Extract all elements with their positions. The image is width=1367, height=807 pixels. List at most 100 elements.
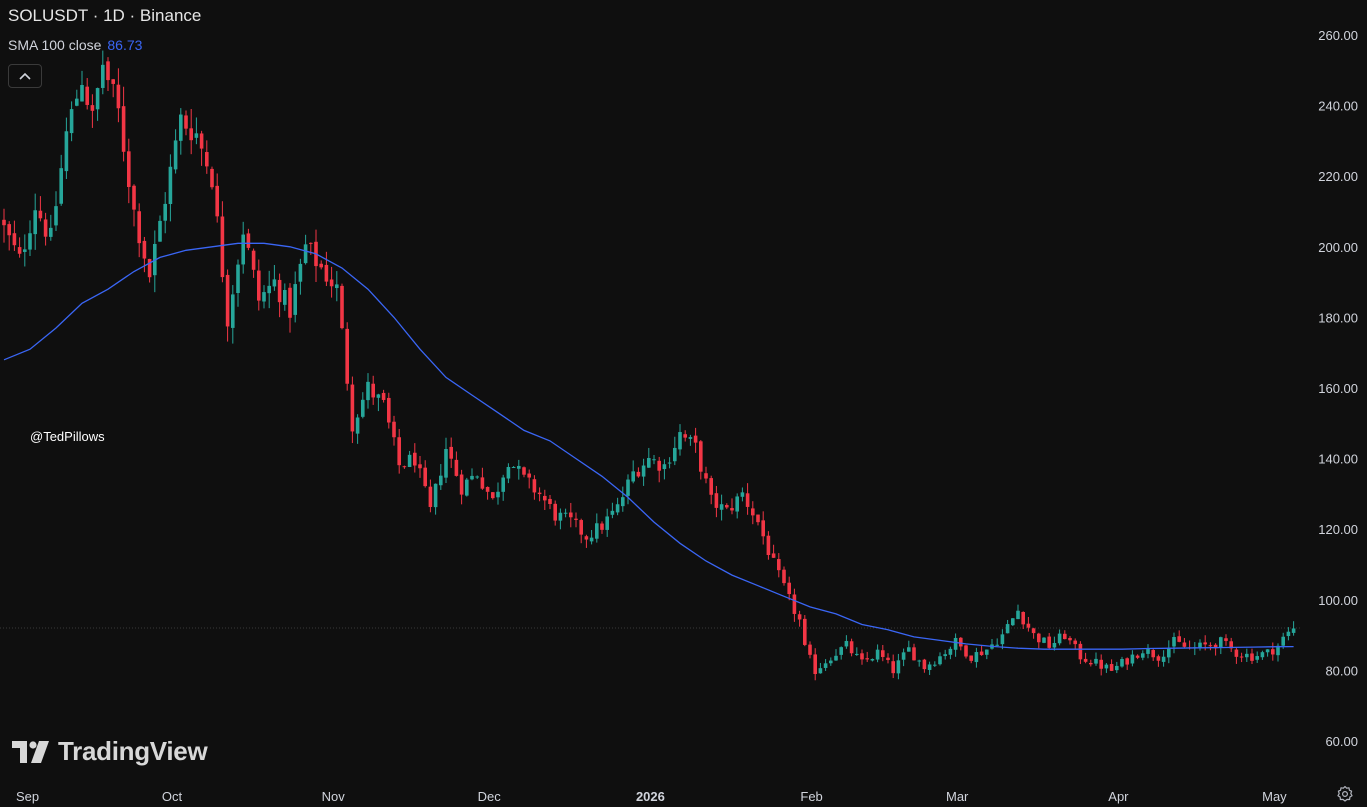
candle — [17, 237, 22, 258]
candle-body — [454, 459, 459, 476]
candle-body — [470, 475, 474, 480]
author-watermark: @TedPillows — [30, 429, 105, 444]
candle-body — [345, 328, 349, 384]
candle-body — [1073, 640, 1077, 645]
candle-body — [1000, 634, 1005, 645]
candles — [2, 50, 1296, 681]
candle-body — [54, 206, 58, 226]
candle-body — [376, 394, 381, 398]
candle-body — [735, 496, 739, 512]
candle-body — [761, 520, 765, 537]
candle-body — [251, 250, 256, 270]
y-axis-label: 60.00 — [1325, 734, 1358, 749]
candle-body — [886, 657, 890, 661]
candle — [647, 447, 651, 468]
candle-body — [444, 448, 448, 478]
candle — [1141, 650, 1145, 661]
candle-body — [1146, 648, 1150, 654]
candle-body — [1135, 655, 1140, 658]
candle — [319, 260, 323, 270]
candle — [272, 265, 277, 291]
candle-body — [428, 486, 433, 507]
candle — [1109, 659, 1114, 672]
candle — [631, 460, 635, 484]
candle-body — [719, 504, 724, 510]
candle — [964, 644, 968, 659]
candle — [121, 86, 126, 162]
candle — [818, 662, 823, 674]
candle — [12, 220, 17, 251]
candle-body — [709, 478, 713, 495]
candle-body — [532, 479, 537, 493]
candle — [979, 645, 984, 656]
candle — [1271, 642, 1275, 661]
candle-body — [756, 514, 760, 523]
candle — [667, 457, 672, 469]
candle — [418, 455, 422, 478]
candle-body — [803, 618, 807, 645]
candle — [303, 234, 308, 265]
candle-body — [1115, 665, 1119, 671]
candle-body — [1182, 642, 1187, 647]
candle-body — [901, 652, 906, 660]
tradingview-brand[interactable]: TradingView — [12, 736, 208, 767]
candle — [329, 266, 334, 298]
candle-body — [787, 582, 791, 595]
candle-body — [158, 220, 162, 242]
candle — [1255, 651, 1259, 663]
y-axis-label: 100.00 — [1318, 593, 1358, 608]
candle-body — [1026, 623, 1031, 628]
candle — [1000, 629, 1005, 650]
candle — [433, 483, 438, 515]
candle — [563, 508, 568, 518]
symbol-title[interactable]: SOLUSDT · 1D · Binance — [8, 6, 202, 25]
candle — [771, 544, 776, 558]
candle — [43, 212, 48, 246]
settings-icon[interactable] — [1336, 785, 1354, 803]
candle-body — [579, 520, 583, 535]
candle — [834, 649, 838, 661]
candle-body — [329, 279, 334, 287]
candle — [615, 497, 620, 516]
candle-body — [194, 133, 199, 138]
candle-body — [496, 491, 500, 498]
candle-body — [101, 64, 105, 88]
candle — [595, 513, 599, 543]
candle-body — [288, 287, 292, 318]
candle — [855, 647, 859, 656]
candle — [225, 269, 230, 342]
candle — [766, 531, 771, 560]
candle-body — [777, 559, 781, 571]
candle-body — [38, 210, 43, 219]
candle — [761, 511, 765, 545]
candle-body — [184, 115, 188, 129]
candle-body — [121, 106, 126, 152]
candle — [64, 117, 69, 180]
candle — [470, 468, 474, 481]
candle — [1011, 618, 1015, 627]
candle — [641, 458, 646, 486]
candle-body — [225, 274, 230, 327]
candle-body — [964, 645, 968, 657]
candle-body — [870, 659, 875, 661]
candle-body — [766, 535, 771, 556]
candle-body — [111, 79, 115, 84]
collapse-legend-button[interactable] — [8, 64, 42, 88]
candle-body — [881, 650, 885, 657]
candle-body — [277, 279, 282, 303]
candle-body — [116, 84, 121, 109]
candle — [1104, 663, 1109, 673]
candle — [69, 101, 74, 142]
candle — [137, 203, 141, 258]
candle-body — [839, 647, 843, 655]
candle-body — [938, 656, 942, 665]
candle — [428, 479, 433, 513]
candle — [1078, 641, 1083, 665]
sma-legend[interactable]: SMA 100 close 86.73 — [8, 37, 142, 53]
candle — [283, 283, 287, 311]
candle — [361, 392, 365, 419]
candle — [1016, 604, 1020, 620]
candle-body — [1005, 624, 1010, 634]
candle-body — [381, 392, 386, 400]
